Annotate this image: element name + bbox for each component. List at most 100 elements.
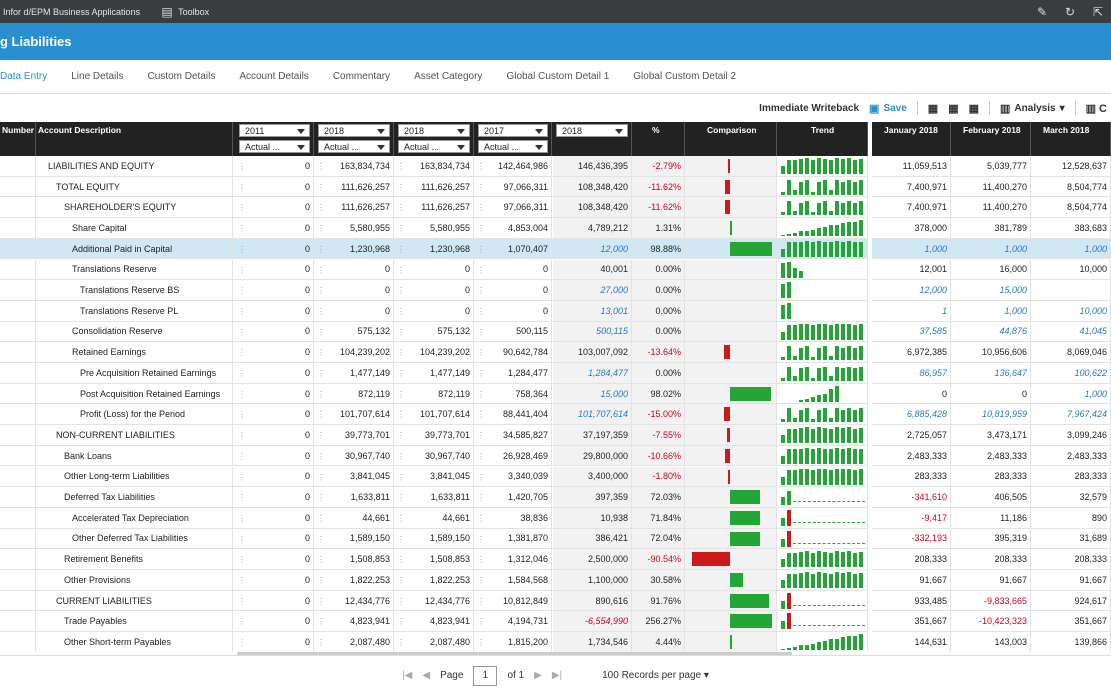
cell-menu-icon[interactable]: ⋮ xyxy=(397,431,405,441)
value-cell[interactable]: 30,967,740 ⋮ xyxy=(395,445,474,466)
value-cell[interactable]: 97,066,311 ⋮ xyxy=(475,197,552,218)
value-cell[interactable]: 1,589,150 ⋮ xyxy=(395,528,474,549)
value-cell[interactable]: 4,853,004 ⋮ xyxy=(475,218,552,238)
month-value-cell[interactable]: 10,000 xyxy=(1031,300,1111,321)
month-value-cell[interactable]: 283,333 xyxy=(872,466,951,487)
table-row[interactable]: NON-CURRENT LIABILITIES 0 ⋮ 39,773,701 ⋮ 39,7… xyxy=(0,425,1111,446)
month-value-cell[interactable]: 0 xyxy=(951,383,1031,404)
value-cell[interactable]: 1,508,853 ⋮ xyxy=(395,549,474,569)
scenario-select[interactable]: Actual ... xyxy=(318,140,390,153)
cell-menu-icon[interactable]: ⋮ xyxy=(477,224,485,234)
value-cell[interactable]: 758,364 ⋮ xyxy=(475,383,552,404)
tab-global-custom-detail-1[interactable]: Global Custom Detail 1 xyxy=(506,71,610,82)
month-value-cell[interactable]: 924,617 xyxy=(1031,590,1111,611)
cell-menu-icon[interactable]: ⋮ xyxy=(477,203,485,213)
cell-menu-icon[interactable]: ⋮ xyxy=(317,244,325,254)
month-value-cell[interactable]: 8,504,774 xyxy=(1031,197,1111,218)
value-cell[interactable]: 146,436,395 xyxy=(553,156,632,176)
month-value-cell[interactable] xyxy=(1031,280,1111,300)
value-cell[interactable]: 1,815,200 ⋮ xyxy=(475,632,552,652)
month-value-cell[interactable]: 11,400,270 xyxy=(951,197,1031,218)
value-cell[interactable]: 12,434,776 ⋮ xyxy=(315,590,394,611)
table-row[interactable]: Additional Paid in Capital 0 ⋮ 1,230,968 ⋮ 1,… xyxy=(0,238,1111,260)
cell-menu-icon[interactable]: ⋮ xyxy=(238,513,246,523)
value-cell[interactable]: 163,834,734 ⋮ xyxy=(395,156,474,176)
value-cell[interactable]: 90,642,784 ⋮ xyxy=(475,342,552,362)
cell-menu-icon[interactable]: ⋮ xyxy=(477,286,485,296)
cell-menu-icon[interactable]: ⋮ xyxy=(397,451,405,461)
month-value-cell[interactable]: 143,003 xyxy=(951,632,1031,652)
month-value-cell[interactable]: 139,866 xyxy=(1031,632,1111,652)
cell-menu-icon[interactable]: ⋮ xyxy=(317,389,325,399)
table-row[interactable]: Other Short-term Payables 0 ⋮ 2,087,480 ⋮ 2,0… xyxy=(0,632,1111,652)
value-cell[interactable]: 39,773,701 ⋮ xyxy=(315,425,394,445)
value-cell[interactable]: 0 ⋮ xyxy=(236,342,314,362)
cell-menu-icon[interactable]: ⋮ xyxy=(238,348,246,358)
cell-menu-icon[interactable]: ⋮ xyxy=(397,410,405,420)
tab-asset-category[interactable]: Asset Category xyxy=(414,71,483,82)
cell-menu-icon[interactable]: ⋮ xyxy=(477,493,485,503)
month-value-cell[interactable]: 383,683 xyxy=(1031,218,1111,238)
table-row[interactable]: Other Deferred Tax Liabilities 0 ⋮ 1,589,15… xyxy=(0,528,1111,550)
cell-menu-icon[interactable]: ⋮ xyxy=(238,576,246,585)
cell-menu-icon[interactable]: ⋮ xyxy=(317,617,325,627)
month-value-cell[interactable]: 86,957 xyxy=(872,363,951,383)
month-value-cell[interactable]: 381,789 xyxy=(951,218,1031,238)
month-value-cell[interactable]: 32,579 xyxy=(1031,487,1111,507)
month-value-cell[interactable]: 351,667 xyxy=(872,611,951,632)
value-cell[interactable]: 108,348,420 xyxy=(553,197,632,218)
value-cell[interactable]: 1,230,968 ⋮ xyxy=(315,238,394,259)
toolbox-menu[interactable]: ▤ Toolbox xyxy=(160,5,209,19)
month-value-cell[interactable]: 12,001 xyxy=(872,259,951,280)
table-row[interactable]: Trade Payables 0 ⋮ 4,823,941 ⋮ 4,823,941 ⋮ 4,19… xyxy=(0,611,1111,633)
cell-menu-icon[interactable]: ⋮ xyxy=(397,265,405,275)
cell-menu-icon[interactable]: ⋮ xyxy=(317,513,325,523)
value-cell[interactable]: 0 ⋮ xyxy=(236,363,314,383)
month-value-cell[interactable]: 6,885,428 xyxy=(872,404,951,425)
value-cell[interactable]: 0 ⋮ xyxy=(236,156,314,176)
year-select[interactable]: 2018 xyxy=(398,124,470,137)
last-page-icon[interactable]: ▶| xyxy=(551,670,563,681)
value-cell[interactable]: 500,115 ⋮ xyxy=(475,321,552,342)
month-value-cell[interactable]: 1 xyxy=(872,300,951,321)
cell-menu-icon[interactable]: ⋮ xyxy=(477,306,485,316)
cell-menu-icon[interactable]: ⋮ xyxy=(238,431,246,441)
value-cell[interactable]: 111,626,257 ⋮ xyxy=(395,197,474,218)
month-value-cell[interactable]: 5,039,777 xyxy=(951,156,1031,176)
value-cell[interactable]: 0 ⋮ xyxy=(236,549,314,569)
month-value-cell[interactable]: 7,400,971 xyxy=(872,176,951,197)
cell-menu-icon[interactable]: ⋮ xyxy=(238,410,246,420)
value-cell[interactable]: 0 ⋮ xyxy=(395,300,474,321)
value-cell[interactable]: 104,239,202 ⋮ xyxy=(395,342,474,362)
cell-menu-icon[interactable]: ⋮ xyxy=(397,576,405,585)
cell-menu-icon[interactable]: ⋮ xyxy=(397,617,405,627)
value-cell[interactable]: 0 ⋮ xyxy=(236,466,314,487)
month-value-cell[interactable]: 378,000 xyxy=(872,218,951,238)
table-row[interactable]: Translations Reserve PL 0 ⋮ 0 ⋮ 0 ⋮ 0 ⋮ 13,001 0.0… xyxy=(0,300,1111,322)
value-cell[interactable]: 88,441,404 ⋮ xyxy=(475,404,552,425)
value-cell[interactable]: 10,812,849 ⋮ xyxy=(475,590,552,611)
month-value-cell[interactable]: 91,667 xyxy=(872,570,951,590)
value-cell[interactable]: 1,100,000 xyxy=(553,570,632,590)
value-cell[interactable]: 0 ⋮ xyxy=(236,487,314,507)
table-row[interactable]: Translations Reserve BS 0 ⋮ 0 ⋮ 0 ⋮ 0 ⋮ 27,000 0.0… xyxy=(0,280,1111,301)
value-cell[interactable]: 1,508,853 ⋮ xyxy=(315,549,394,569)
cell-menu-icon[interactable]: ⋮ xyxy=(317,472,325,482)
value-cell[interactable]: 386,421 xyxy=(553,528,632,549)
value-cell[interactable]: 4,789,212 xyxy=(553,218,632,238)
edit-icon[interactable]: ✎ xyxy=(1036,4,1048,19)
table-row[interactable]: Translations Reserve 0 ⋮ 0 ⋮ 0 ⋮ 0 ⋮ 40,001 0.00% 1… xyxy=(0,259,1111,281)
value-cell[interactable]: 1,477,149 ⋮ xyxy=(315,363,394,383)
value-cell[interactable]: 0 ⋮ xyxy=(236,528,314,549)
value-cell[interactable]: 1,822,253 ⋮ xyxy=(395,570,474,590)
value-cell[interactable]: 5,580,955 ⋮ xyxy=(315,218,394,238)
cell-menu-icon[interactable]: ⋮ xyxy=(317,306,325,316)
value-cell[interactable]: 101,707,614 ⋮ xyxy=(315,404,394,425)
value-cell[interactable]: 0 ⋮ xyxy=(236,611,314,632)
table-row[interactable]: CURRENT LIABILITIES 0 ⋮ 12,434,776 ⋮ 12,434,7… xyxy=(0,590,1111,612)
export-pdf-icon[interactable]: ▦ xyxy=(968,102,980,115)
month-value-cell[interactable]: 2,483,333 xyxy=(872,445,951,466)
cell-menu-icon[interactable]: ⋮ xyxy=(477,472,485,482)
month-value-cell[interactable]: -341,610 xyxy=(872,487,951,507)
cell-menu-icon[interactable]: ⋮ xyxy=(317,348,325,358)
